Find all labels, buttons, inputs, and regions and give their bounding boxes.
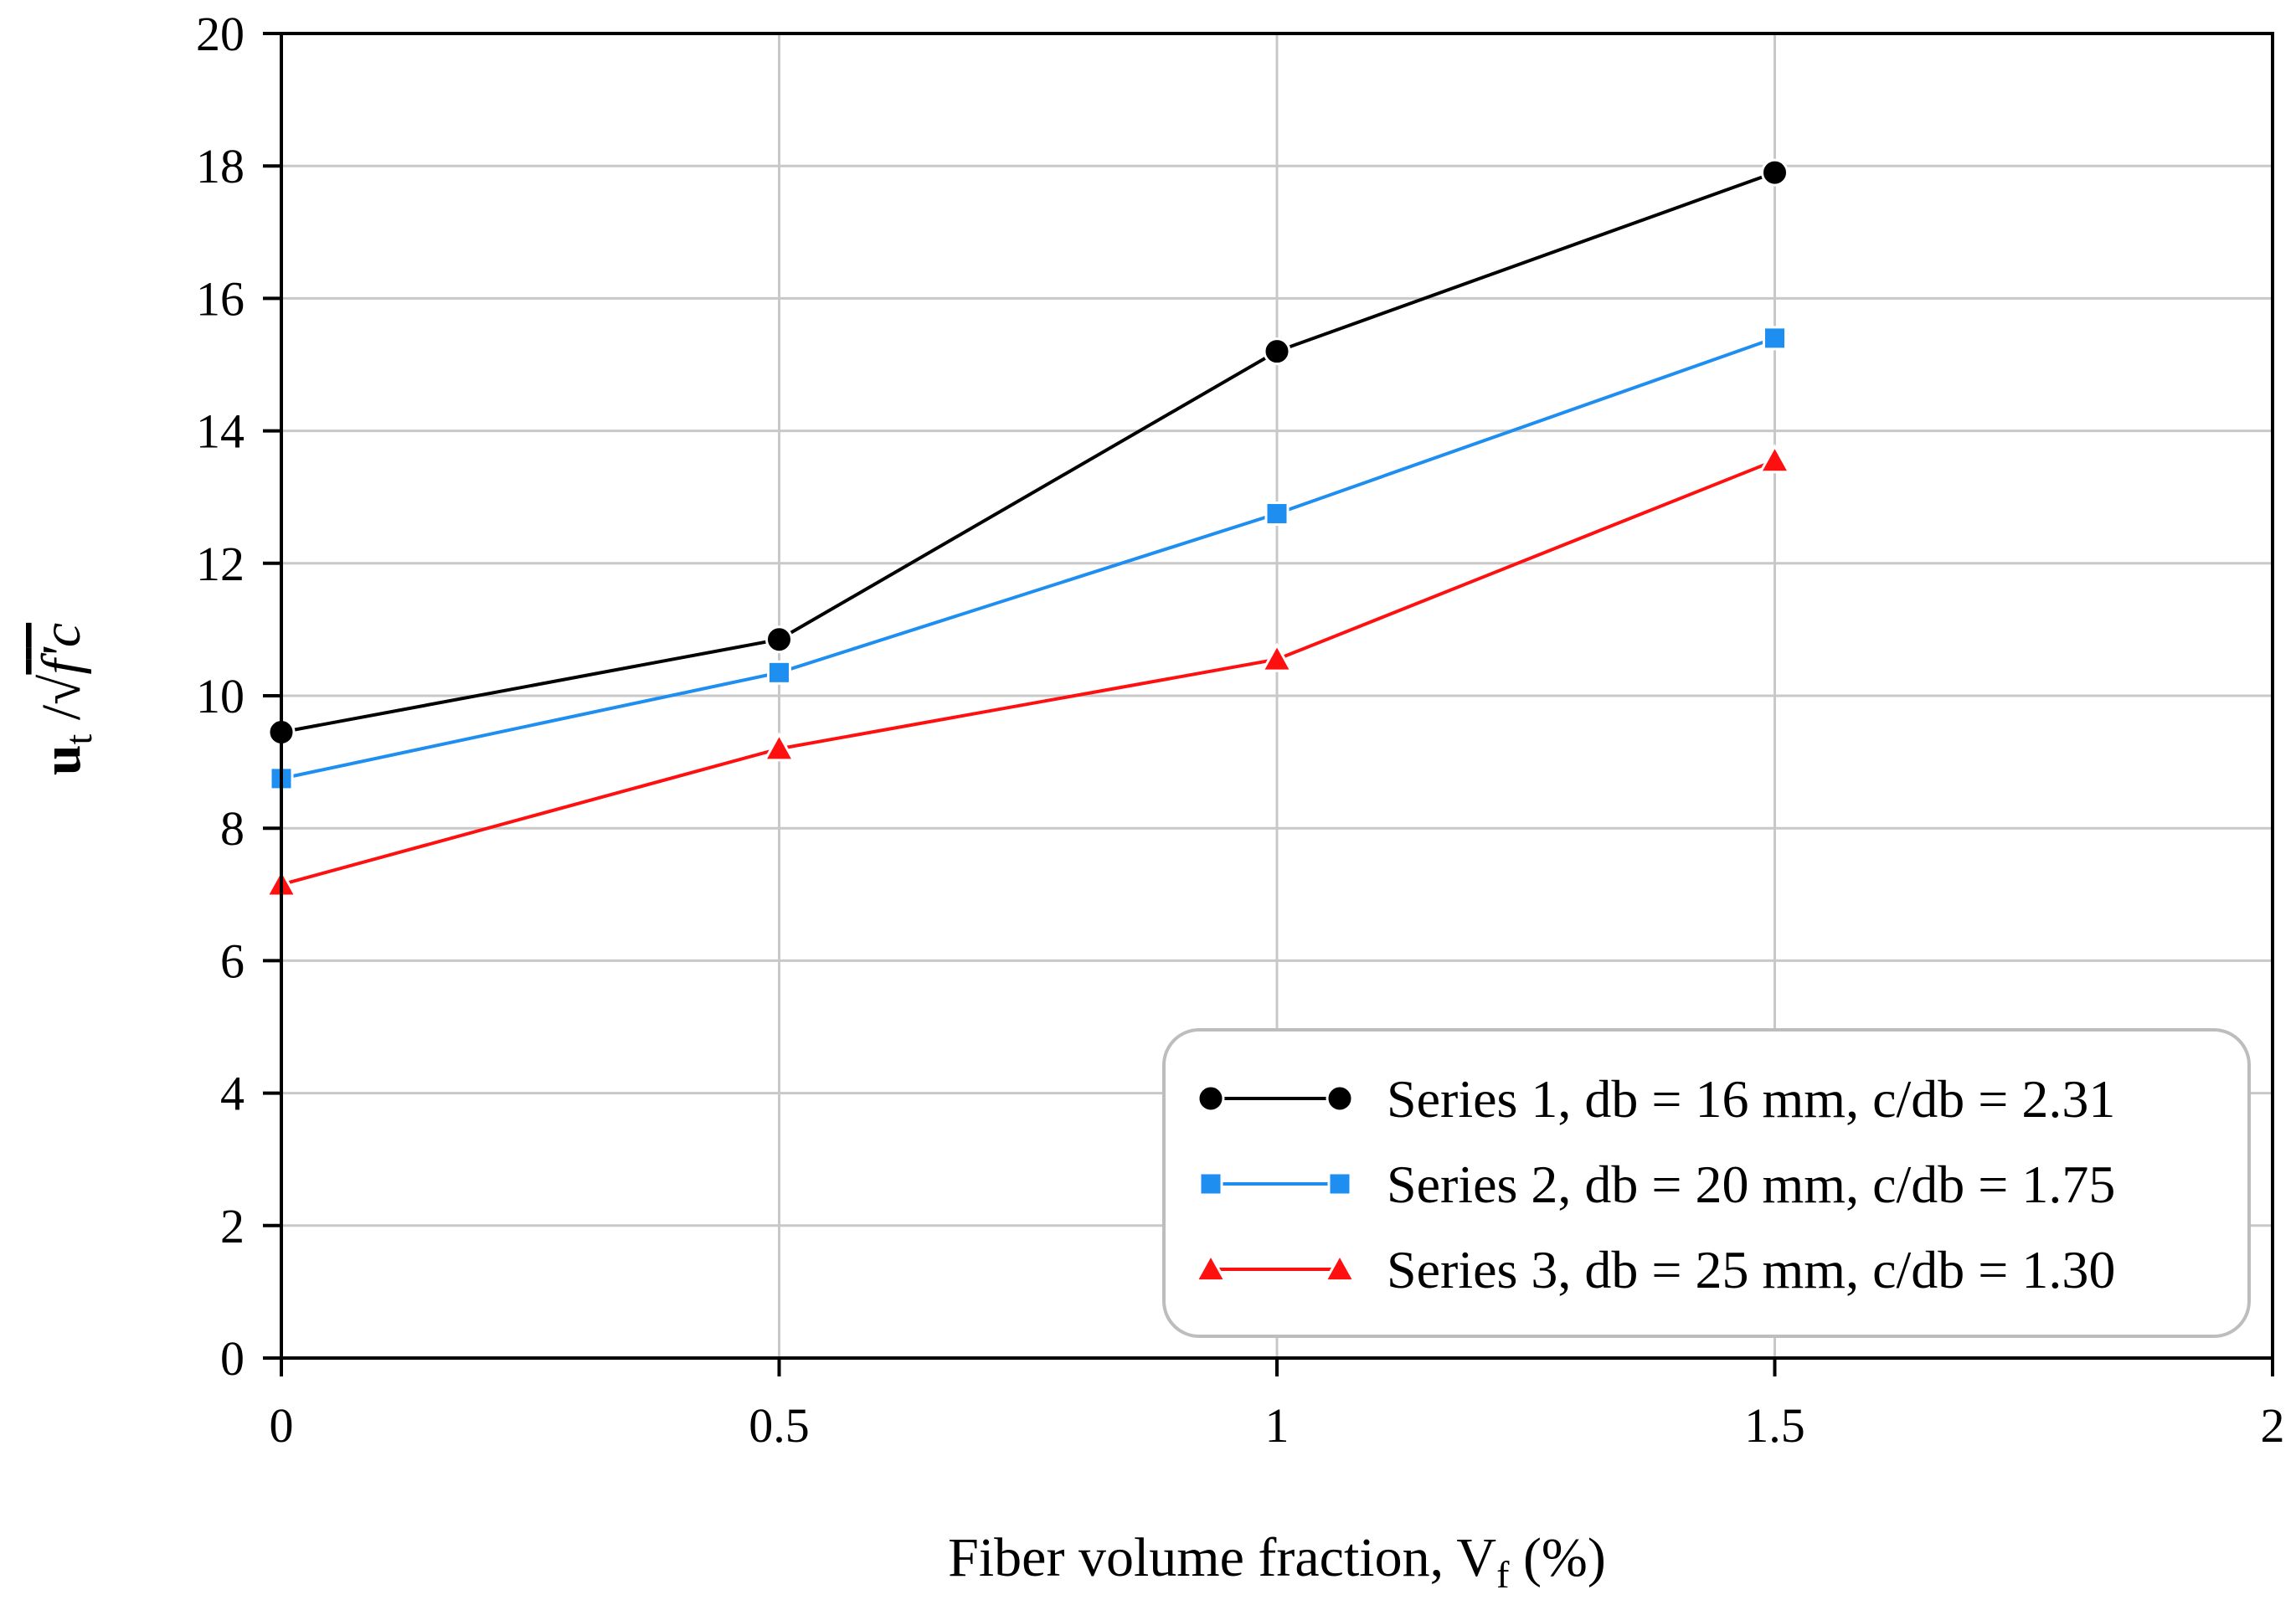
y-tick-label: 2: [220, 1199, 245, 1253]
legend-entry-1: Series 1, db = 16 mm, c/db = 2.31: [1197, 1069, 2115, 1129]
legend-label: Series 1, db = 16 mm, c/db = 2.31: [1387, 1069, 2115, 1129]
y-tick-label: 16: [196, 271, 245, 326]
legend: Series 1, db = 16 mm, c/db = 2.31 Series …: [1162, 1028, 2251, 1338]
svg-text:ut /√f'c: ut /√f'c: [31, 623, 100, 775]
series-1-line: [281, 171, 1776, 734]
legend-box: [1162, 1028, 2251, 1338]
y-axis-title-slash: /: [31, 704, 92, 734]
legend-label: Series 3, db = 25 mm, c/db = 1.30: [1387, 1240, 2115, 1299]
x-tick-label: 2: [2261, 1398, 2285, 1453]
x-tick-label: 1: [1265, 1398, 1290, 1453]
x-tick-label: 1.5: [1744, 1398, 1805, 1453]
series-3-line: [281, 459, 1776, 887]
series-2-line: [281, 336, 1776, 780]
y-axis-title-u: u: [31, 744, 92, 775]
y-axis-title-c: c: [31, 623, 92, 647]
x-axis-title: Fiber volume fraction, Vf (%): [948, 1527, 1606, 1596]
y-tick-label: 12: [196, 537, 245, 591]
series-2-point: [1264, 501, 1290, 526]
y-tick-label: 10: [196, 669, 245, 723]
legend-marker: [1326, 1084, 1354, 1113]
series-3-point: [762, 732, 796, 762]
y-axis-title-t: t: [57, 733, 100, 744]
y-tick-label: 18: [196, 139, 245, 193]
legend-entry-2: Series 2, db = 20 mm, c/db = 1.75: [1198, 1155, 2115, 1214]
series-3-point: [1758, 444, 1792, 474]
y-tick-label: 6: [220, 934, 245, 988]
series-group: [265, 158, 1792, 898]
series-1: [267, 158, 1789, 747]
x-axis-title-main: Fiber volume fraction, V: [948, 1527, 1496, 1588]
legend-marker: [1327, 1171, 1352, 1196]
series-1-point: [1761, 158, 1789, 187]
y-axis-title: ut /√f'c: [31, 623, 100, 775]
x-axis-title-subscript: f: [1496, 1553, 1510, 1596]
legend-marker: [1323, 1252, 1356, 1283]
legend-marker: [1194, 1252, 1228, 1283]
series-3: [265, 444, 1792, 898]
x-tick-label: 0.5: [749, 1398, 810, 1453]
legend-marker: [1198, 1171, 1223, 1196]
legend-label: Series 2, db = 20 mm, c/db = 1.75: [1387, 1155, 2115, 1214]
legend-items: Series 1, db = 16 mm, c/db = 2.31 Series …: [1194, 1069, 2115, 1299]
y-tick-label: 0: [220, 1331, 245, 1386]
y-tick-label: 14: [196, 404, 245, 459]
axis-ticks: [263, 32, 2274, 1376]
gridlines: [281, 33, 2273, 1358]
y-axis-title-radical: √: [31, 674, 92, 705]
series-3-point: [1260, 642, 1294, 672]
plot-frame: [280, 32, 2274, 1360]
series-1-point: [765, 625, 793, 654]
legend-entry-3: Series 3, db = 25 mm, c/db = 1.30: [1194, 1240, 2115, 1299]
y-tick-label: 20: [196, 7, 245, 61]
x-axis-title-tail: (%): [1509, 1527, 1605, 1588]
series-1-point: [1263, 337, 1291, 366]
y-tick-label: 4: [220, 1067, 245, 1121]
legend-marker: [1197, 1084, 1225, 1113]
series-2-point: [767, 660, 791, 685]
series-2-point: [1763, 326, 1787, 351]
y-axis-title-prime: ': [31, 646, 92, 659]
x-tick-label: 0: [270, 1398, 294, 1453]
y-tick-label: 8: [220, 801, 245, 856]
